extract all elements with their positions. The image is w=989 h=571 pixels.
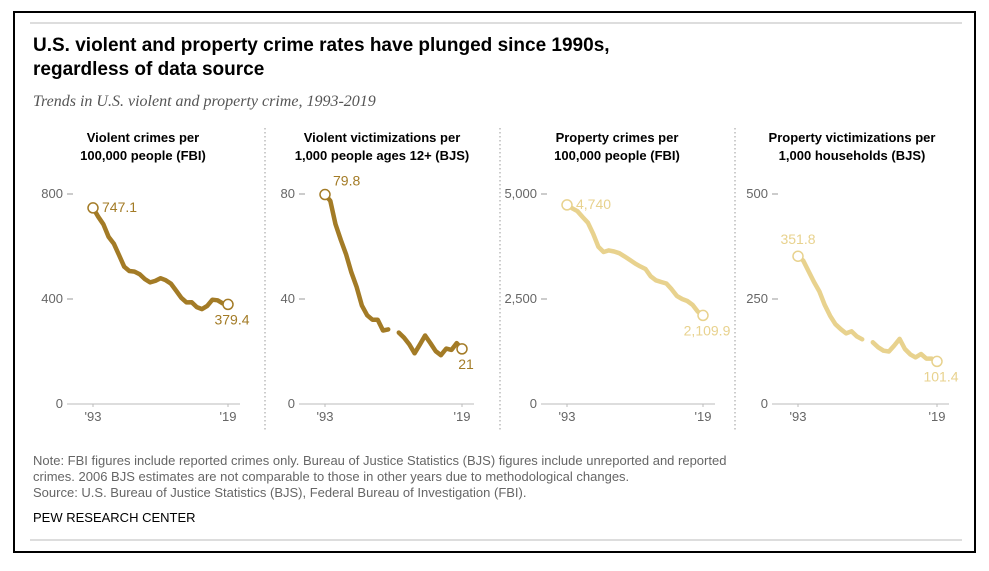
value-label: 351.8	[780, 231, 815, 247]
x-tick-label: '93	[559, 409, 576, 424]
value-label: 379.4	[214, 311, 249, 327]
value-label: 4,740	[576, 196, 611, 212]
x-tick-label: '93	[85, 409, 102, 424]
value-label: 747.1	[102, 199, 137, 215]
y-tick-label: 0	[761, 396, 768, 411]
data-line	[564, 202, 706, 318]
value-label: 21	[458, 356, 474, 372]
panel-title: Property crimes per	[556, 130, 679, 145]
note-line: Note: FBI figures include reported crime…	[33, 453, 726, 468]
panel-title: 100,000 people (FBI)	[554, 148, 680, 163]
y-tick-label: 40	[281, 291, 295, 306]
data-line	[795, 253, 940, 364]
subtitle: Trends in U.S. violent and property crim…	[33, 93, 376, 110]
y-tick-label: 250	[746, 291, 768, 306]
y-tick-label: 0	[56, 396, 63, 411]
y-tick-label: 2,500	[504, 291, 537, 306]
y-tick-label: 5,000	[504, 186, 537, 201]
y-tick-label: 400	[41, 291, 63, 306]
note-line: Source: U.S. Bureau of Justice Statistic…	[33, 485, 527, 500]
x-tick-label: '19	[929, 409, 946, 424]
x-tick-label: '93	[317, 409, 334, 424]
value-label: 101.4	[923, 368, 958, 384]
end-marker	[87, 202, 99, 214]
x-tick-label: '93	[790, 409, 807, 424]
data-line	[322, 192, 465, 358]
y-tick-label: 0	[530, 396, 537, 411]
x-tick-label: '19	[695, 409, 712, 424]
panel-title: 1,000 people ages 12+ (BJS)	[295, 148, 470, 163]
end-marker	[931, 355, 943, 368]
title-line: regardless of data source	[33, 59, 264, 80]
x-tick-label: '19	[454, 409, 471, 424]
y-tick-label: 0	[288, 396, 295, 411]
y-tick-label: 80	[281, 186, 295, 201]
panel-title: 100,000 people (FBI)	[80, 148, 206, 163]
panel-title: Property victimizations per	[769, 130, 936, 145]
title-line: U.S. violent and property crime rates ha…	[33, 35, 610, 56]
end-marker	[792, 250, 804, 262]
value-label: 2,109.9	[684, 322, 731, 338]
end-marker	[561, 199, 573, 211]
panel-title: 1,000 households (BJS)	[779, 148, 926, 163]
y-tick-label: 800	[41, 186, 63, 201]
panel-title: Violent crimes per	[87, 130, 199, 145]
panel-title: Violent victimizations per	[304, 130, 461, 145]
y-tick-label: 500	[746, 186, 768, 201]
end-marker	[319, 188, 331, 201]
end-marker	[697, 309, 709, 322]
end-marker	[456, 343, 468, 355]
end-marker	[222, 298, 234, 311]
note-line: crimes. 2006 BJS estimates are not compa…	[33, 469, 629, 484]
branding: PEW RESEARCH CENTER	[33, 510, 196, 525]
value-label: 79.8	[333, 173, 360, 189]
x-tick-label: '19	[220, 409, 237, 424]
data-line	[90, 205, 231, 312]
